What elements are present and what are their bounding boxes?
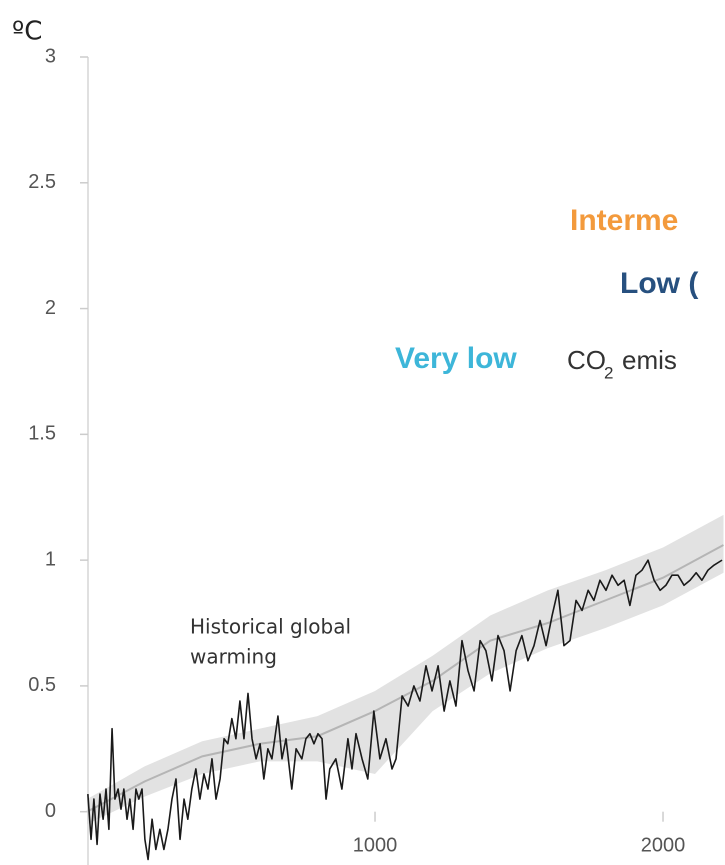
y-tick-label: 1.5 — [28, 423, 56, 445]
y-tick-label: 3 — [45, 45, 56, 67]
annotation: emis — [622, 345, 677, 375]
annotation: 2 — [604, 363, 613, 382]
annotation: Historical global — [190, 615, 351, 639]
y-tick-label: 2.5 — [28, 171, 56, 193]
y-tick-label: 1 — [45, 548, 56, 570]
x-tick-label: 2000 — [641, 834, 686, 856]
x-tick-label: 1000 — [353, 834, 398, 856]
line — [87, 559, 723, 861]
annotation: Very low — [395, 342, 517, 375]
annotation: Interme — [570, 204, 678, 237]
annotation: warming — [190, 645, 277, 669]
y-tick-label: 2 — [45, 297, 56, 319]
trend-line — [86, 544, 724, 813]
y-unit: ºC — [12, 17, 42, 47]
annotation: CO — [567, 345, 606, 375]
uncertainty-band — [87, 514, 724, 825]
y-tick-label: 0.5 — [28, 674, 56, 696]
y-tick-label: 0 — [45, 800, 56, 822]
annotation: Low ( — [620, 267, 698, 300]
